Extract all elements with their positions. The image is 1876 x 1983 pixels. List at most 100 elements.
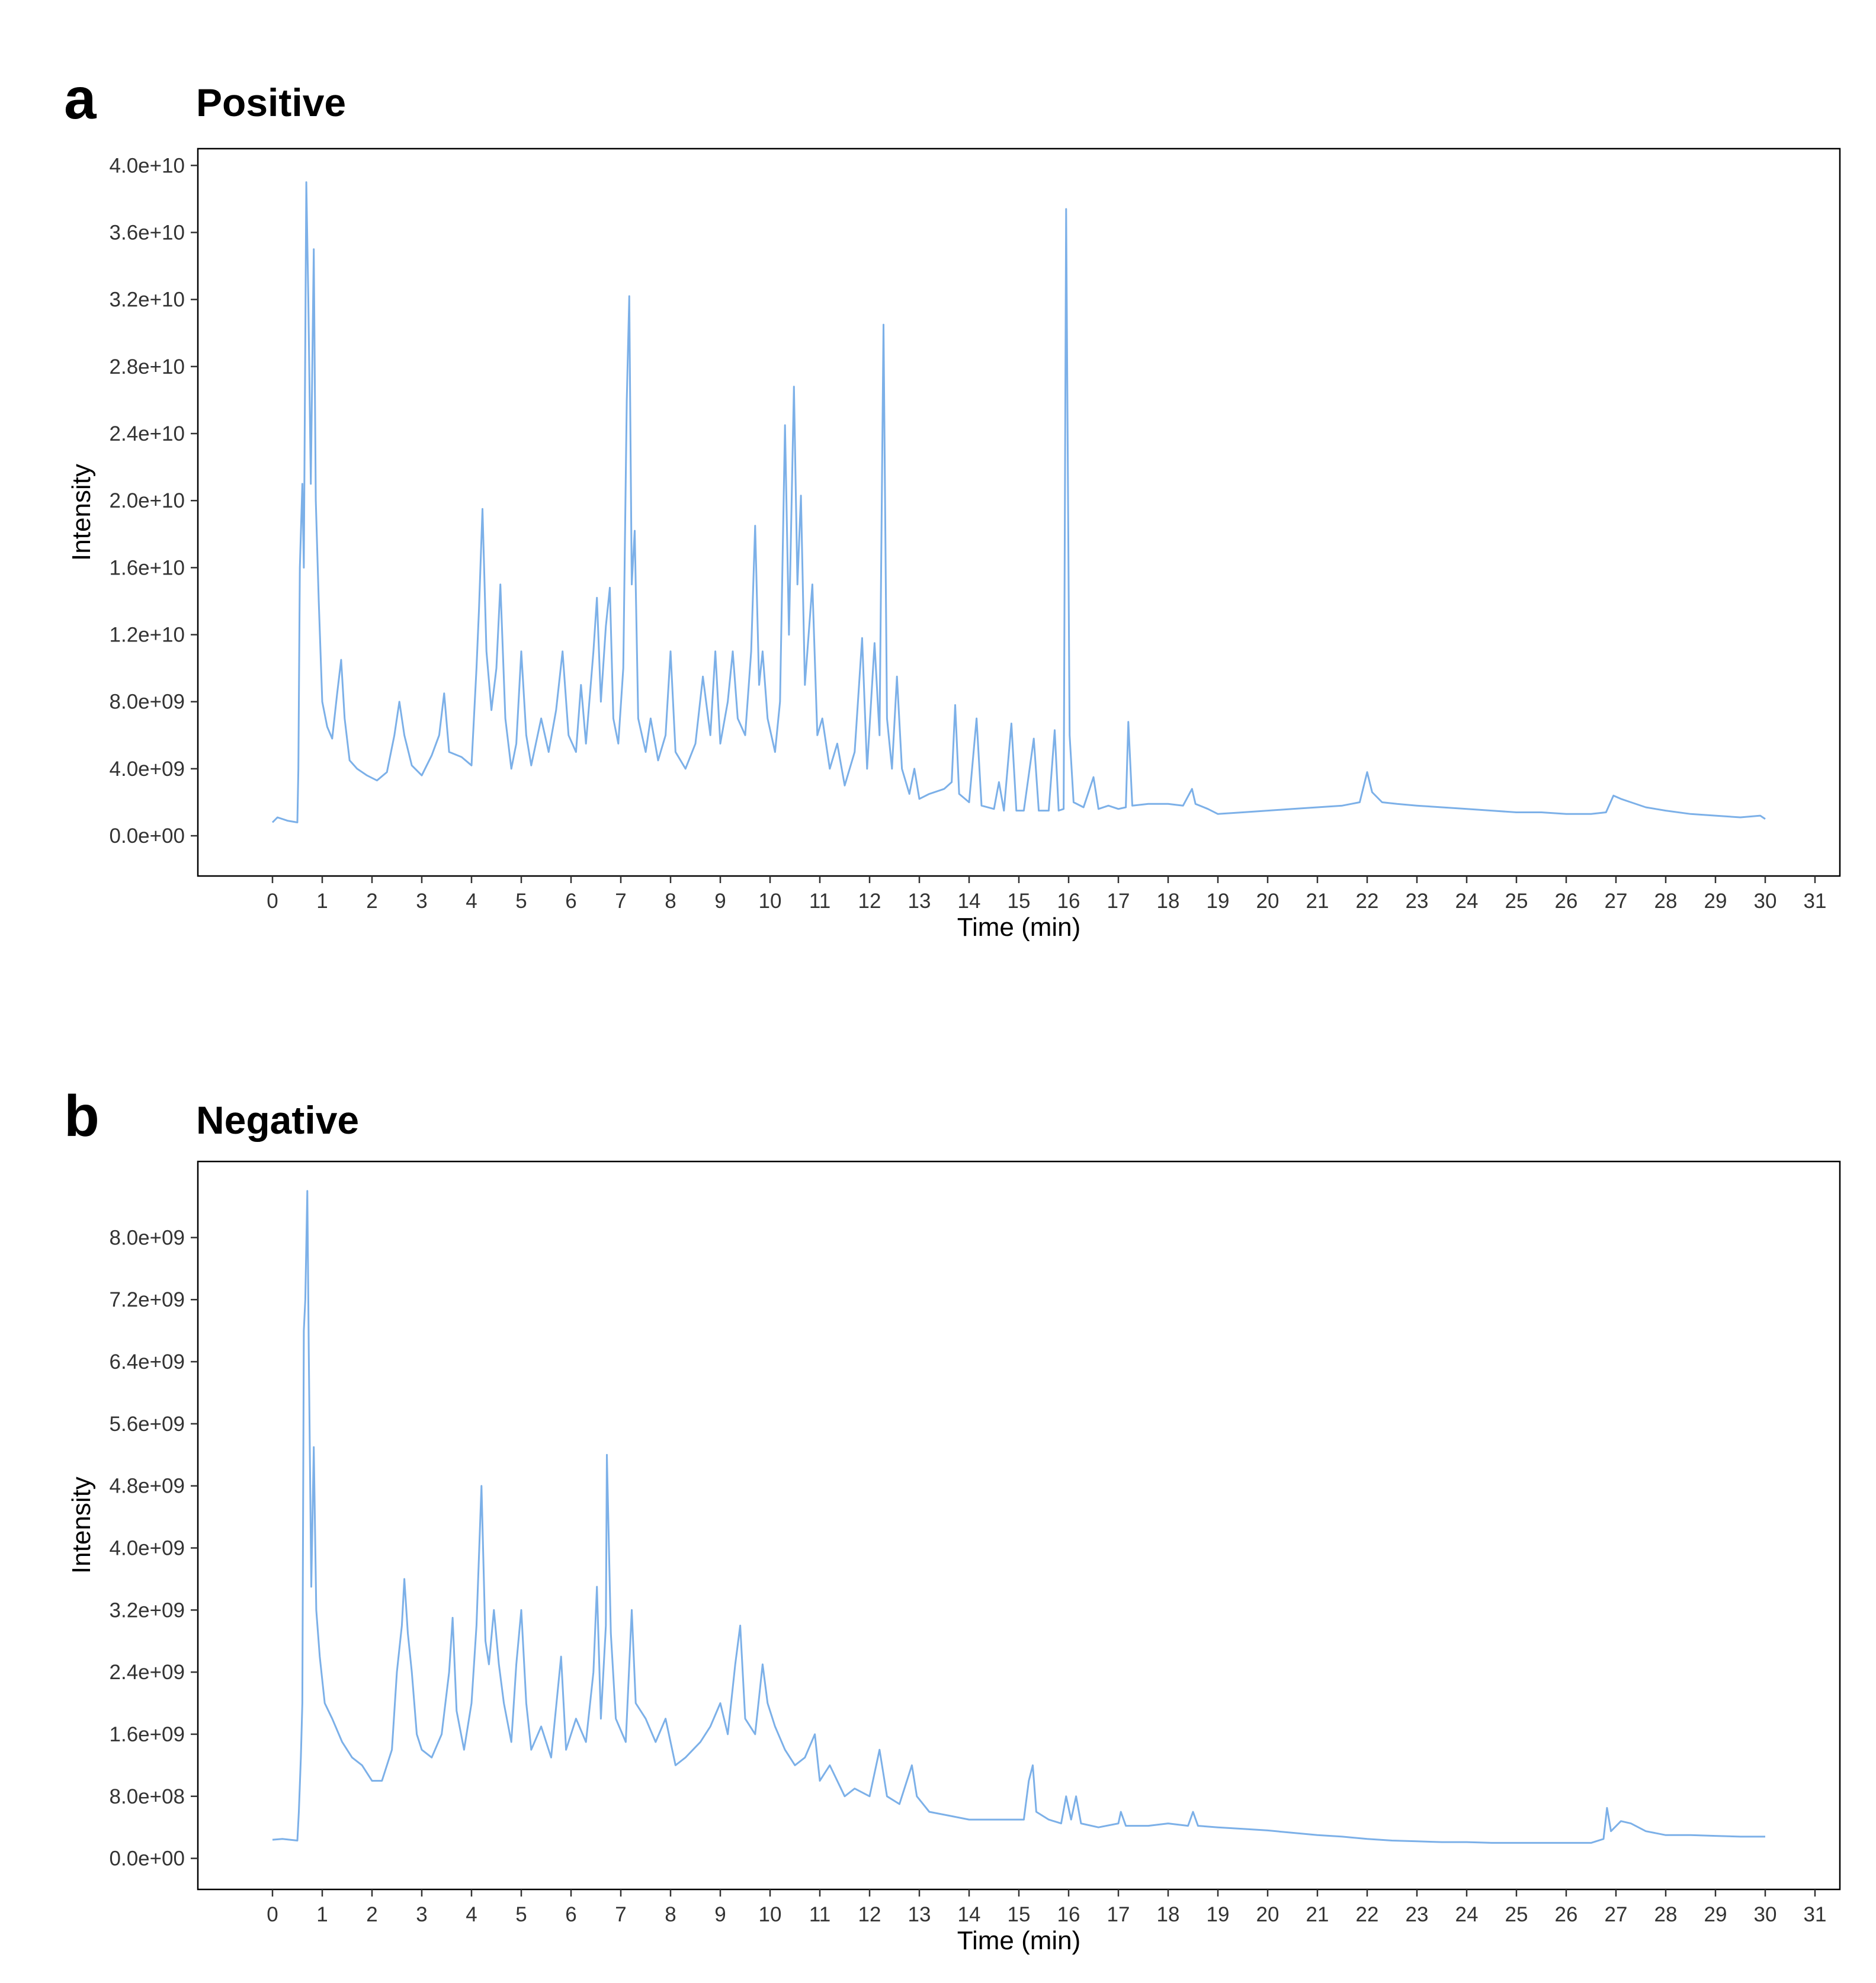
x-tick-label: 23 <box>1406 890 1429 913</box>
x-tick-label: 18 <box>1157 1903 1180 1926</box>
series-group-negative <box>272 1190 1765 1844</box>
x-axis-positive: 0 1 2 3 4 5 6 7 8 9 10 11 12 13 14 15 16 17 18 19 20 21 22 23 24… <box>267 876 1826 913</box>
x-tick-label: 20 <box>1256 890 1279 913</box>
y-axis-title-negative: Intensity <box>67 1477 96 1574</box>
x-tick-label: 16 <box>1057 1903 1080 1926</box>
x-tick-label: 11 <box>809 1903 830 1926</box>
x-tick-label: 0 <box>267 890 278 913</box>
y-tick-label: 4.0e+09 <box>110 758 185 781</box>
x-tick-label: 9 <box>714 890 726 913</box>
x-tick-label: 5 <box>515 1903 527 1926</box>
y-tick-label: 1.2e+10 <box>110 624 185 647</box>
x-tick-label: 8 <box>665 1903 676 1926</box>
x-tick-label: 7 <box>615 1903 626 1926</box>
y-tick-label: 3.2e+09 <box>110 1599 185 1622</box>
y-tick-label: 4.8e+09 <box>110 1475 185 1498</box>
x-tick-label: 14 <box>958 890 981 913</box>
y-axis-positive: 0.0e+00 4.0e+09 8.0e+09 1.2e+10 1.6e+10 2.0e+… <box>110 154 198 848</box>
x-tick-label: 12 <box>858 890 881 913</box>
x-tick-label: 24 <box>1455 890 1479 913</box>
x-tick-label: 4 <box>466 890 477 913</box>
x-tick-label: 19 <box>1207 890 1230 913</box>
x-tick-label: 25 <box>1505 890 1528 913</box>
x-tick-label: 11 <box>809 890 830 913</box>
y-axis-title-positive: Intensity <box>67 464 96 561</box>
panel-letter-a: a <box>64 66 97 131</box>
x-tick-label: 0 <box>267 1903 278 1926</box>
x-tick-label: 26 <box>1555 890 1578 913</box>
panel-letter-b: b <box>64 1083 100 1148</box>
x-tick-label: 9 <box>714 1903 726 1926</box>
panel-positive: a Positive 0 1 2 3 4 5 6 7 8 9 10 11 12 13 14 15 16 17 18 1… <box>64 66 1841 942</box>
y-tick-label: 2.4e+09 <box>110 1661 185 1684</box>
panel-title-positive: Positive <box>196 81 346 124</box>
x-tick-label: 23 <box>1406 1903 1429 1926</box>
y-tick-label: 4.0e+10 <box>110 154 185 177</box>
y-tick-label: 2.0e+10 <box>110 489 185 512</box>
x-tick-label: 17 <box>1107 890 1130 913</box>
plot-frame-positive <box>197 147 1841 877</box>
x-tick-label: 2 <box>366 1903 377 1926</box>
x-tick-label: 1 <box>316 890 328 913</box>
x-tick-label: 7 <box>615 890 626 913</box>
y-tick-label: 3.2e+10 <box>110 288 185 312</box>
x-tick-label: 6 <box>565 890 576 913</box>
x-tick-label: 30 <box>1754 1903 1777 1926</box>
x-tick-label: 26 <box>1555 1903 1578 1926</box>
y-tick-label: 0.0e+00 <box>110 1847 185 1870</box>
y-tick-label: 7.2e+09 <box>110 1288 185 1311</box>
x-tick-label: 15 <box>1008 890 1031 913</box>
plot-frame-negative <box>197 1160 1841 1891</box>
x-tick-label: 4 <box>466 1903 477 1926</box>
x-tick-label: 22 <box>1356 1903 1379 1926</box>
x-tick-label: 15 <box>1008 1903 1031 1926</box>
x-tick-label: 29 <box>1704 1903 1727 1926</box>
x-tick-label: 22 <box>1356 890 1379 913</box>
y-tick-label: 5.6e+09 <box>110 1413 185 1436</box>
x-tick-label: 10 <box>759 890 782 913</box>
y-tick-label: 3.6e+10 <box>110 221 185 244</box>
x-tick-label: 20 <box>1256 1903 1279 1926</box>
x-tick-label: 30 <box>1754 890 1777 913</box>
y-tick-label: 1.6e+10 <box>110 556 185 579</box>
x-tick-label: 3 <box>416 1903 427 1926</box>
x-tick-label: 1 <box>316 1903 328 1926</box>
x-tick-label: 31 <box>1804 1903 1827 1926</box>
x-tick-label: 5 <box>515 890 527 913</box>
y-tick-label: 0.0e+00 <box>110 824 185 848</box>
x-tick-label: 16 <box>1057 890 1080 913</box>
y-tick-label: 8.0e+08 <box>110 1785 185 1808</box>
x-axis-negative: 0 1 2 3 4 5 6 7 8 9 10 11 12 13 14 15 16 17 18 19 20 21 22 23 24… <box>267 1889 1826 1926</box>
x-tick-label: 13 <box>908 890 931 913</box>
y-tick-label: 2.4e+10 <box>110 422 185 445</box>
x-tick-label: 3 <box>416 890 427 913</box>
x-tick-label: 24 <box>1455 1903 1479 1926</box>
x-tick-label: 28 <box>1654 890 1678 913</box>
y-tick-label: 1.6e+09 <box>110 1723 185 1746</box>
x-tick-label: 27 <box>1605 1903 1628 1926</box>
x-tick-label: 31 <box>1804 890 1827 913</box>
series-group-positive <box>271 181 1766 823</box>
y-tick-label: 4.0e+09 <box>110 1536 185 1560</box>
y-tick-label: 8.0e+09 <box>110 1226 185 1249</box>
x-tick-label: 8 <box>665 890 676 913</box>
x-tick-label: 21 <box>1306 890 1329 913</box>
x-tick-label: 18 <box>1157 890 1180 913</box>
x-tick-label: 13 <box>908 1903 931 1926</box>
x-axis-title-negative: Time (min) <box>957 1926 1081 1955</box>
x-axis-title-positive: Time (min) <box>957 913 1081 942</box>
y-tick-label: 8.0e+09 <box>110 691 185 714</box>
x-tick-label: 6 <box>565 1903 576 1926</box>
x-tick-label: 17 <box>1107 1903 1130 1926</box>
x-tick-label: 27 <box>1605 890 1628 913</box>
y-tick-label: 6.4e+09 <box>110 1350 185 1374</box>
series-line-positive <box>271 181 1766 823</box>
x-tick-label: 21 <box>1306 1903 1329 1926</box>
x-tick-label: 10 <box>759 1903 782 1926</box>
x-tick-label: 14 <box>958 1903 981 1926</box>
x-tick-label: 29 <box>1704 890 1727 913</box>
x-tick-label: 19 <box>1207 1903 1230 1926</box>
x-tick-label: 25 <box>1505 1903 1528 1926</box>
x-tick-label: 28 <box>1654 1903 1678 1926</box>
